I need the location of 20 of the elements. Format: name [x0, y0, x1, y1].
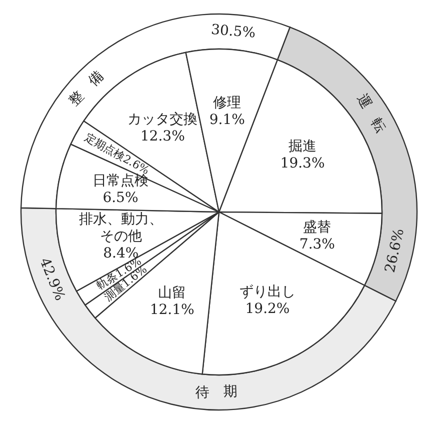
data-label: 6.5%: [102, 190, 138, 206]
data-label: 30.5%: [210, 22, 256, 42]
slice-label: 排水、動力、その他: [78, 210, 163, 244]
slice-label: 修理: [213, 94, 242, 110]
data-label: 7.3%: [299, 236, 336, 252]
slice-label: カッタ交換: [128, 111, 198, 128]
slice-label: ずり出し: [240, 284, 296, 300]
slice-label: 日常点検: [92, 172, 148, 189]
slice-label: 整備: [66, 58, 117, 110]
slice-label: 盛替: [303, 218, 332, 235]
slice-label: 山留: [158, 284, 186, 301]
data-label: 19.3%: [280, 155, 325, 172]
data-label: 19.2%: [245, 300, 290, 317]
data-label: 12.1%: [150, 302, 194, 318]
data-label: 12.3%: [140, 128, 185, 144]
slice-label: 運転: [353, 92, 396, 148]
data-label: 9.1%: [209, 111, 245, 128]
data-label: 26.6%: [382, 227, 408, 274]
slice-label: 待期: [195, 383, 252, 401]
slice-label: 掘進: [288, 138, 317, 154]
